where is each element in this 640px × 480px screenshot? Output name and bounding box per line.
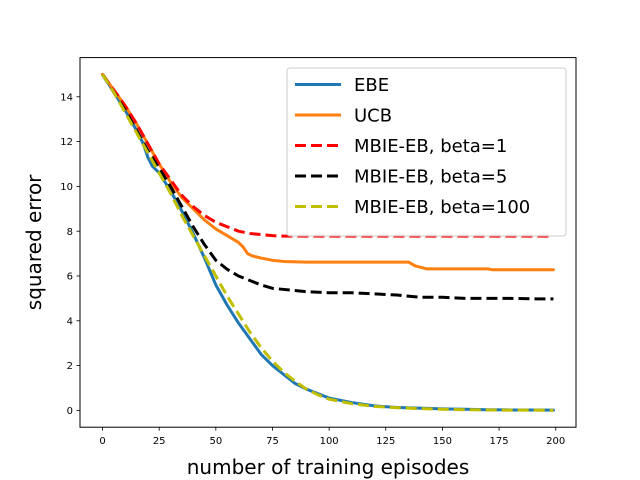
- x-tick-label: 200: [546, 436, 565, 447]
- legend-entry-5: MBIE-EB, beta=100: [354, 197, 530, 218]
- x-tick-label: 100: [320, 436, 339, 447]
- legend-entry-3: MBIE-EB, beta=1: [354, 136, 507, 157]
- y-tick-label: 0: [67, 406, 73, 417]
- x-tick-label: 50: [209, 436, 222, 447]
- y-tick-label: 4: [67, 316, 73, 327]
- series-line-5: [101, 73, 554, 412]
- y-tick-label: 14: [60, 92, 73, 103]
- legend-entry-4: MBIE-EB, beta=5: [354, 167, 507, 188]
- y-tick-label: 10: [60, 182, 73, 193]
- series-line-1: [101, 72, 555, 412]
- series-line-4: [101, 73, 554, 301]
- x-tick-label: 25: [153, 436, 166, 447]
- y-tick-label: 6: [67, 272, 73, 283]
- x-tick-label: 125: [376, 436, 395, 447]
- y-tick-label: 2: [67, 361, 73, 372]
- x-tick-label: 75: [266, 436, 279, 447]
- legend-box: [286, 67, 567, 237]
- legend-entry-1: EBE: [354, 75, 389, 96]
- y-tick-label: 12: [60, 137, 73, 148]
- plot-frame: [79, 57, 577, 428]
- x-tick-label: 150: [433, 436, 452, 447]
- x-tick-label: 175: [490, 436, 509, 447]
- x-tick-label: 0: [99, 436, 105, 447]
- x-axis-label: number of training episodes: [187, 455, 470, 479]
- legend: EBE UCB MBIE-EB, beta=1 MBIE-EB, beta=5 MBIE…: [286, 67, 567, 237]
- ticks-layer: 0 25 50 75 100 125 150 175 200 0 2 4 6 8 10 12 14: [60, 92, 565, 447]
- y-axis-label: squared error: [22, 174, 46, 310]
- y-tick-label: 8: [67, 227, 73, 238]
- legend-entry-2: UCB: [354, 106, 392, 127]
